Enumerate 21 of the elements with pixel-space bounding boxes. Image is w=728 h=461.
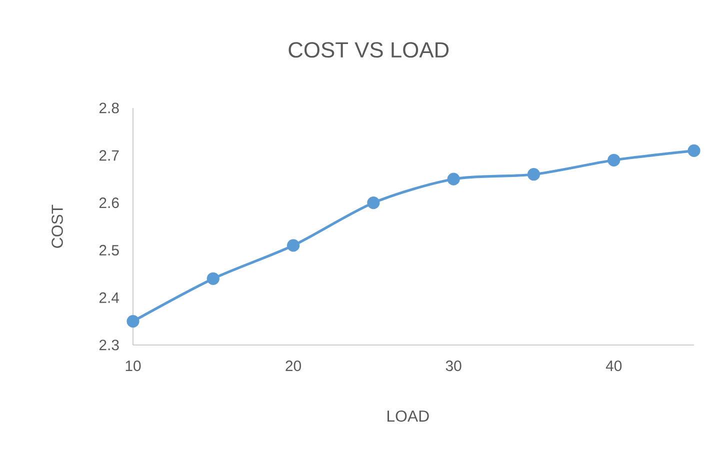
- y-tick-label: 2.4: [99, 292, 120, 303]
- x-axis-title: LOAD: [388, 410, 429, 422]
- point: [286, 239, 300, 252]
- y-tick-label: 2.5: [99, 244, 119, 256]
- y-tick-label: 2.7: [99, 150, 119, 161]
- x-tick-label: 30: [446, 360, 462, 372]
- x-tick-label: 10: [126, 360, 141, 372]
- y-tick-label: 2.3: [99, 340, 119, 350]
- point: [608, 154, 620, 166]
- y-axis-title: COST: [52, 204, 63, 248]
- y-tick-label: 2.6: [99, 198, 119, 208]
- point: [367, 196, 380, 210]
- x-tick-label: 40: [606, 360, 622, 372]
- point: [447, 172, 460, 186]
- chart-title: COST VS LOAD: [288, 42, 449, 58]
- point: [688, 144, 700, 157]
- point: [126, 315, 140, 328]
- point: [206, 272, 220, 285]
- x-tick-label: 20: [286, 360, 302, 372]
- y-tick-label: 2.8: [99, 102, 119, 114]
- point: [527, 168, 540, 181]
